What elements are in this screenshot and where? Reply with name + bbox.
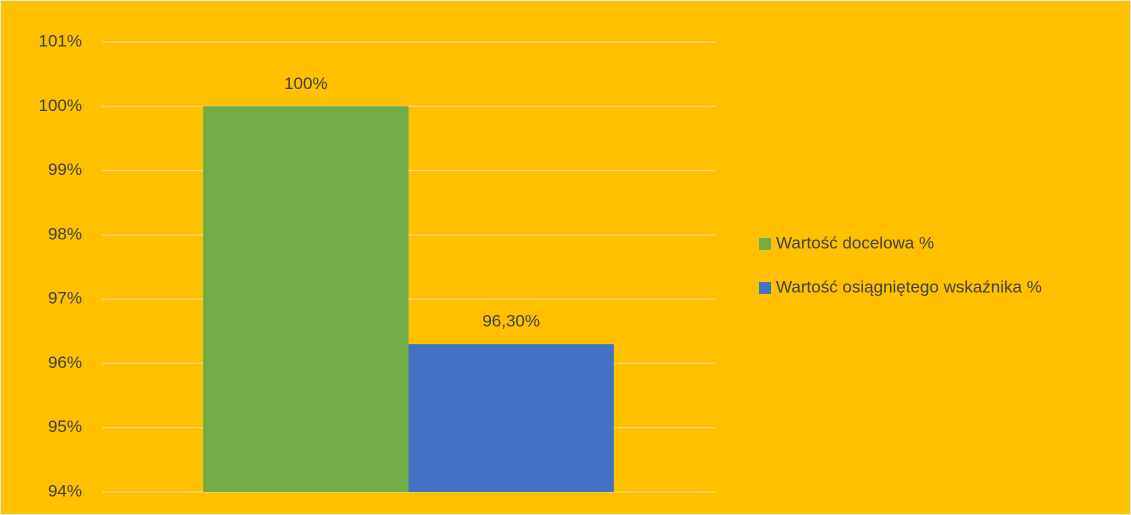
bar xyxy=(408,344,614,492)
y-tick-label: 96% xyxy=(48,353,82,372)
y-tick-label: 95% xyxy=(48,417,82,436)
data-label: 100% xyxy=(284,74,327,93)
legend-label: Wartość docelowa % xyxy=(776,233,934,252)
y-tick-label: 100% xyxy=(39,96,82,115)
data-label: 96,30% xyxy=(482,312,540,331)
legend-swatch xyxy=(759,238,771,250)
bar xyxy=(203,106,409,493)
y-tick-label: 99% xyxy=(48,160,82,179)
legend-label: Wartość osiągniętego wskaźnika % xyxy=(776,277,1042,296)
y-tick-label: 97% xyxy=(48,289,82,308)
y-tick-label: 101% xyxy=(39,31,82,50)
y-tick-label: 94% xyxy=(48,481,82,500)
y-tick-label: 98% xyxy=(48,224,82,243)
legend-swatch xyxy=(759,282,771,294)
